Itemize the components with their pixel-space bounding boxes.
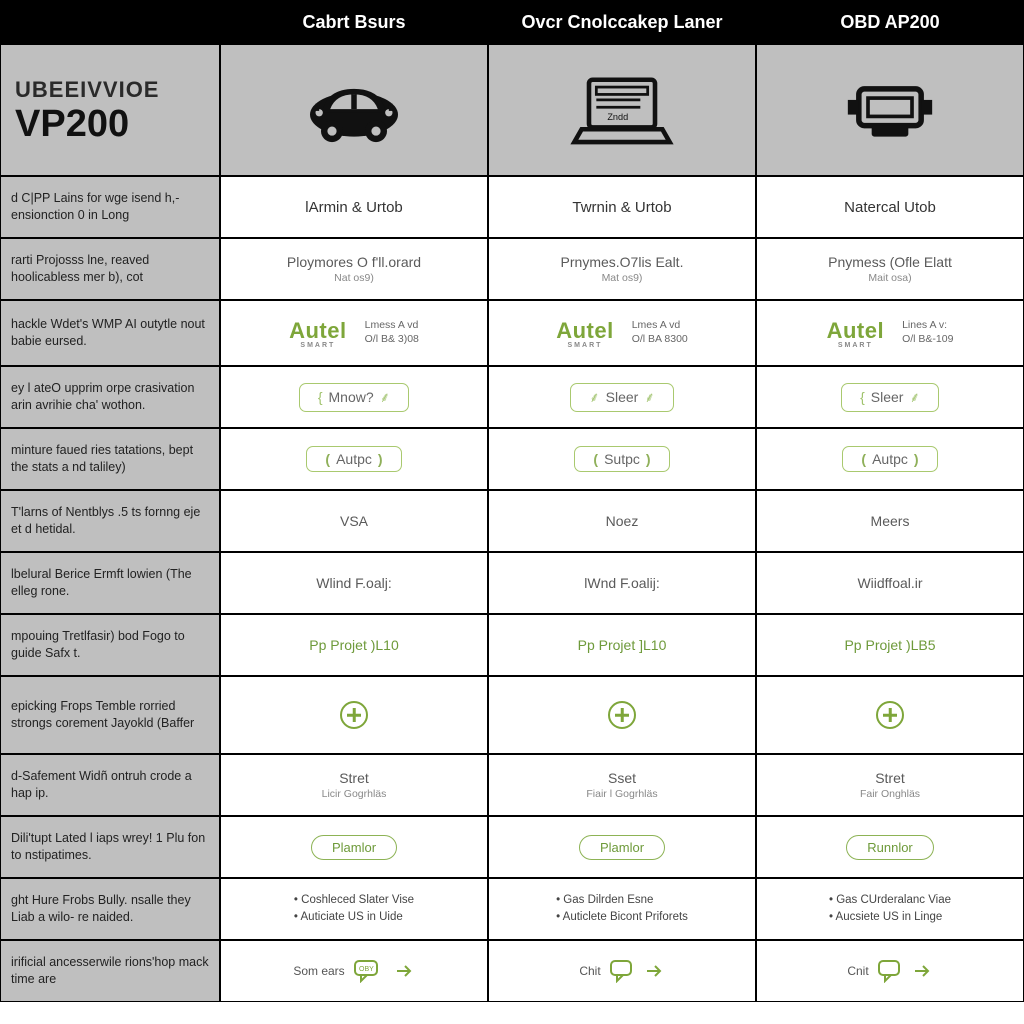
r9c3	[756, 676, 1024, 754]
autel-logo: AutelSMART	[289, 318, 347, 349]
row-label-9: epicking Frops Temble rorried strongs co…	[0, 676, 220, 754]
r6c3: Meers	[756, 490, 1024, 552]
r5c1: Autpc	[220, 428, 488, 490]
arrow-icon	[913, 961, 933, 981]
r2c3: Pnymess (Ofle ElattMait osa)	[756, 238, 1024, 300]
r11c3: Runnlor	[756, 816, 1024, 878]
row-label-11: Dili'tupt Lated l iaps wrey! 1 Plu fon t…	[0, 816, 220, 878]
row-label-8: mpouing Tretlfasir) bod Fogo to guide Sa…	[0, 614, 220, 676]
r8c1: Pp Projet )L10	[220, 614, 488, 676]
car-icon-cell	[220, 44, 488, 176]
r7c3: Wiidffoal.ir	[756, 552, 1024, 614]
chat-icon	[609, 959, 637, 983]
arrow-icon	[395, 961, 415, 981]
r11c1: Plamlor	[220, 816, 488, 878]
plus-icon	[340, 701, 368, 729]
plus-icon	[876, 701, 904, 729]
column-header-2: Ovcr Cnolccakep Laner	[488, 0, 756, 44]
r2c2: Prnymes.O7lis Ealt.Mat os9)	[488, 238, 756, 300]
chat-icon: OBY	[353, 959, 387, 983]
r10c1: StretLicir Gogrhläs	[220, 754, 488, 816]
r12c1: Coshleced Slater ViseAuticiate US in Uid…	[220, 878, 488, 940]
row-label-7: lbelural Berice Ermft lowien (The elleg …	[0, 552, 220, 614]
comparison-table: Cabrt Bsurs Ovcr Cnolccakep Laner OBD AP…	[0, 0, 1024, 1002]
r3c1: AutelSMART Lmess A vdO/l B& 3)08	[220, 300, 488, 366]
title-line-2: VP200	[15, 105, 129, 143]
product-title: UBEEIVVIOE VP200	[0, 44, 220, 176]
r13c1: Som ears OBY	[220, 940, 488, 1002]
row-label-1: d C|PP Lains for wge isend h,- ensioncti…	[0, 176, 220, 238]
row-label-3: hackle Wdet's WMP AI outytle nout babie …	[0, 300, 220, 366]
svg-text:Zndd: Zndd	[607, 112, 628, 122]
arrow-icon	[645, 961, 665, 981]
r13c2: Chit	[488, 940, 756, 1002]
r5c3: Autpc	[756, 428, 1024, 490]
r10c3: StretFair Onghläs	[756, 754, 1024, 816]
title-line-1: UBEEIVVIOE	[15, 77, 159, 103]
laptop-icon-cell: Zndd	[488, 44, 756, 176]
plus-icon	[608, 701, 636, 729]
device-icon-cell	[756, 44, 1024, 176]
r6c1: VSA	[220, 490, 488, 552]
r1c1: lArmin & Urtob	[220, 176, 488, 238]
row-label-13: irificial ancesserwile rions'hop mack ti…	[0, 940, 220, 1002]
laptop-icon: Zndd	[567, 65, 677, 155]
row-label-6: T'larns of Nentblys .5 ts fornng eje et …	[0, 490, 220, 552]
r3c3: AutelSMART Lines A v:O/l B&-109	[756, 300, 1024, 366]
r10c2: SsetFiair l Gogrhläs	[488, 754, 756, 816]
r3c2: AutelSMART Lmes A vdO/l BA 8300	[488, 300, 756, 366]
r4c3: {Sleer⸙	[756, 366, 1024, 428]
row-label-4: ey l ateO upprim orpe crasivation arin a…	[0, 366, 220, 428]
r13c3: Cnit	[756, 940, 1024, 1002]
r1c3: Natercal Utob	[756, 176, 1024, 238]
r11c2: Plamlor	[488, 816, 756, 878]
r7c2: lWnd F.oalij:	[488, 552, 756, 614]
r5c2: Sutpc	[488, 428, 756, 490]
row-label-12: ght Hure Frobs Bully. nsalle they Liab a…	[0, 878, 220, 940]
r4c2: ⸙Sleer⸙	[488, 366, 756, 428]
column-header-3: OBD AP200	[756, 0, 1024, 44]
r12c3: Gas CUrderalanc ViaeAucsiete US in Linge	[756, 878, 1024, 940]
r9c1	[220, 676, 488, 754]
car-icon	[299, 65, 409, 155]
chat-icon	[877, 959, 905, 983]
r8c3: Pp Projet )LB5	[756, 614, 1024, 676]
r12c2: Gas Dilrden EsneAuticlete Bicont Prifore…	[488, 878, 756, 940]
row-label-10: d-Safement Widñ ontruh crode a hap ip.	[0, 754, 220, 816]
autel-logo: AutelSMART	[556, 318, 614, 349]
r7c1: Wlind F.oalj:	[220, 552, 488, 614]
r1c2: Twrnin & Urtob	[488, 176, 756, 238]
r2c1: Ploymores O f'll.orardNat os9)	[220, 238, 488, 300]
r9c2	[488, 676, 756, 754]
device-icon	[835, 65, 945, 155]
r4c1: {Mnow?⸙	[220, 366, 488, 428]
autel-logo: AutelSMART	[827, 318, 885, 349]
header-corner	[0, 0, 220, 44]
row-label-5: minture faued ries tatations, bept the s…	[0, 428, 220, 490]
r8c2: Pp Projet ]L10	[488, 614, 756, 676]
svg-text:OBY: OBY	[359, 966, 374, 973]
column-header-1: Cabrt Bsurs	[220, 0, 488, 44]
row-label-2: rarti Projosss lne, reaved hoolicabless …	[0, 238, 220, 300]
r6c2: Noez	[488, 490, 756, 552]
